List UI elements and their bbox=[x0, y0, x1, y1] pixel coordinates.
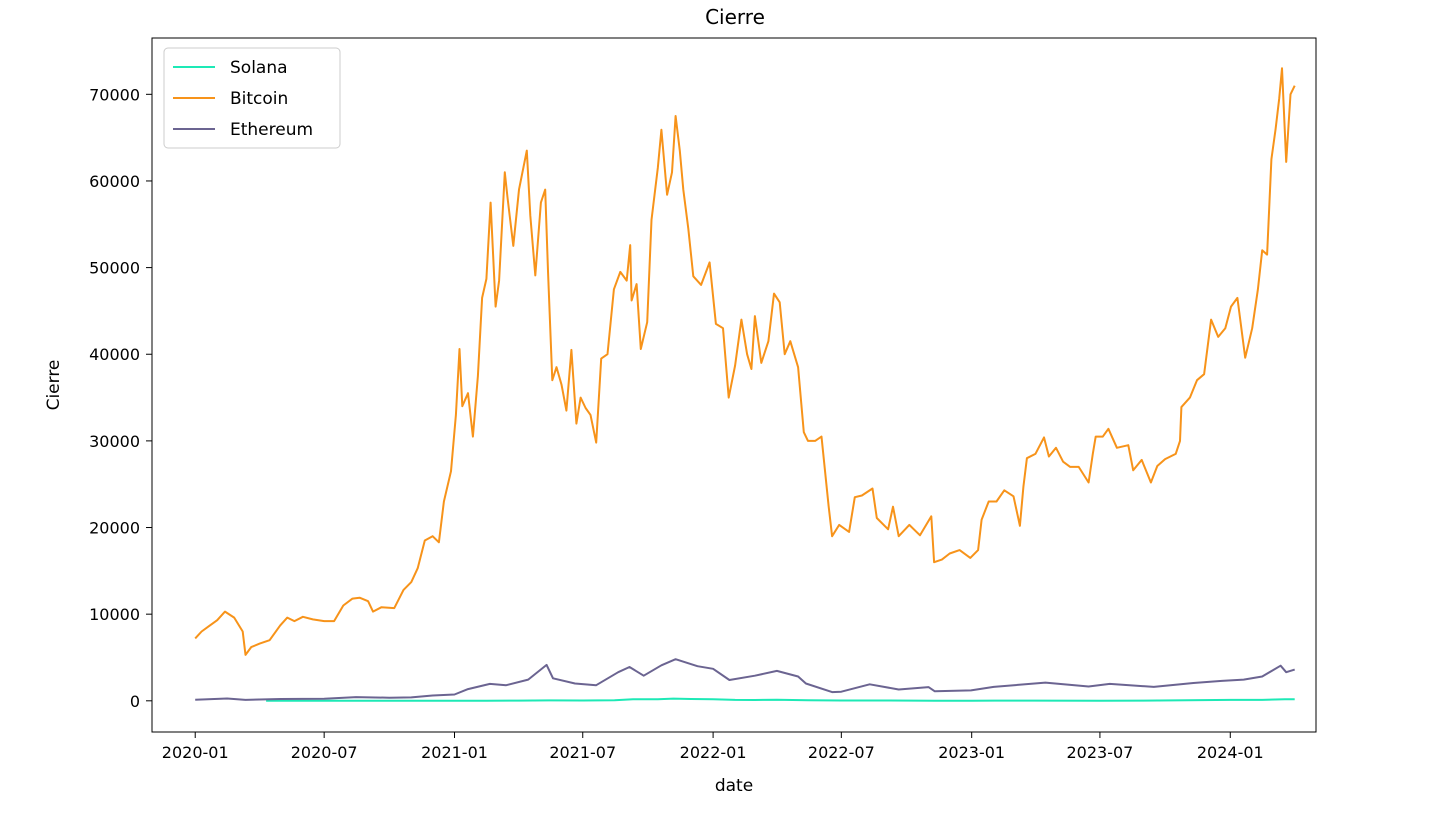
x-tick-label: 2022-01 bbox=[680, 743, 747, 762]
series-layer bbox=[194, 67, 1296, 702]
x-tick-label: 2023-01 bbox=[938, 743, 1005, 762]
legend: Solana Bitcoin Ethereum bbox=[163, 47, 341, 149]
series-line-ethereum bbox=[195, 658, 1295, 701]
y-axis-label: Cierre bbox=[44, 360, 64, 411]
y-tick-label: 30000 bbox=[89, 432, 140, 451]
y-tick-label: 50000 bbox=[89, 259, 140, 278]
x-tick-label: 2022-07 bbox=[808, 743, 875, 762]
y-tick-label: 10000 bbox=[89, 605, 140, 624]
y-tick-label: 70000 bbox=[89, 85, 140, 104]
x-tick-label: 2024-01 bbox=[1197, 743, 1264, 762]
legend-box bbox=[163, 47, 341, 149]
x-tick-label: 2023-07 bbox=[1066, 743, 1133, 762]
plot-area bbox=[151, 37, 1317, 733]
series-line-solana bbox=[266, 697, 1295, 702]
legend-label-bitcoin: Bitcoin bbox=[230, 89, 288, 109]
y-tick-label: 20000 bbox=[89, 519, 140, 538]
plot-background bbox=[152, 38, 1316, 732]
x-axis-label: date bbox=[715, 776, 753, 796]
x-tick-label: 2021-01 bbox=[421, 743, 488, 762]
chart-title: Cierre bbox=[705, 5, 765, 29]
y-tick-label: 60000 bbox=[89, 172, 140, 191]
x-tick-label: 2020-01 bbox=[162, 743, 229, 762]
series-line-bitcoin bbox=[194, 67, 1296, 656]
x-tick-label: 2021-07 bbox=[549, 743, 616, 762]
x-tick-label: 2020-07 bbox=[291, 743, 358, 762]
y-tick-label: 40000 bbox=[89, 345, 140, 364]
legend-label-ethereum: Ethereum bbox=[230, 120, 313, 140]
x-axis: 2020-01 2020-07 2021-01 2021-07 2022-01 2022-… bbox=[162, 732, 1264, 762]
y-axis: 0 10000 20000 30000 40000 50000 60000 70000 bbox=[89, 85, 152, 711]
y-tick-label: 0 bbox=[130, 692, 140, 711]
legend-label-solana: Solana bbox=[230, 58, 288, 78]
plot-frame bbox=[151, 37, 1317, 733]
